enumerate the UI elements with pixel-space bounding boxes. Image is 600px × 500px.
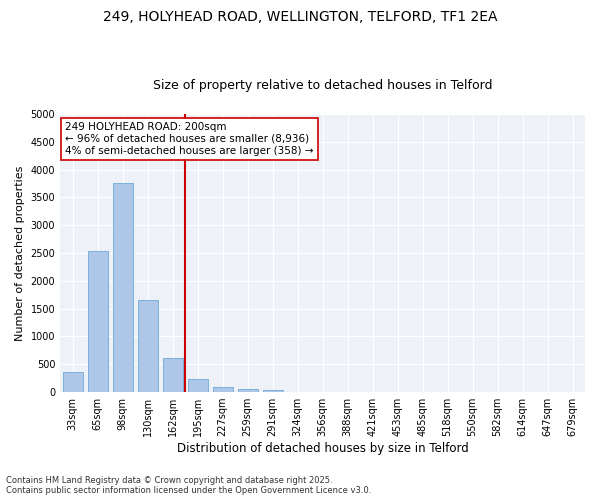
Bar xyxy=(263,390,283,392)
X-axis label: Distribution of detached houses by size in Telford: Distribution of detached houses by size … xyxy=(177,442,469,455)
Y-axis label: Number of detached properties: Number of detached properties xyxy=(15,166,25,340)
Bar xyxy=(238,389,257,392)
Bar xyxy=(88,251,107,392)
Bar xyxy=(163,358,182,392)
Bar xyxy=(212,386,233,392)
Bar xyxy=(113,183,133,392)
Text: 249 HOLYHEAD ROAD: 200sqm
← 96% of detached houses are smaller (8,936)
4% of sem: 249 HOLYHEAD ROAD: 200sqm ← 96% of detac… xyxy=(65,122,314,156)
Title: Size of property relative to detached houses in Telford: Size of property relative to detached ho… xyxy=(153,79,493,92)
Text: 249, HOLYHEAD ROAD, WELLINGTON, TELFORD, TF1 2EA: 249, HOLYHEAD ROAD, WELLINGTON, TELFORD,… xyxy=(103,10,497,24)
Text: Contains HM Land Registry data © Crown copyright and database right 2025.
Contai: Contains HM Land Registry data © Crown c… xyxy=(6,476,371,495)
Bar xyxy=(188,380,208,392)
Bar xyxy=(62,372,83,392)
Bar xyxy=(137,300,158,392)
